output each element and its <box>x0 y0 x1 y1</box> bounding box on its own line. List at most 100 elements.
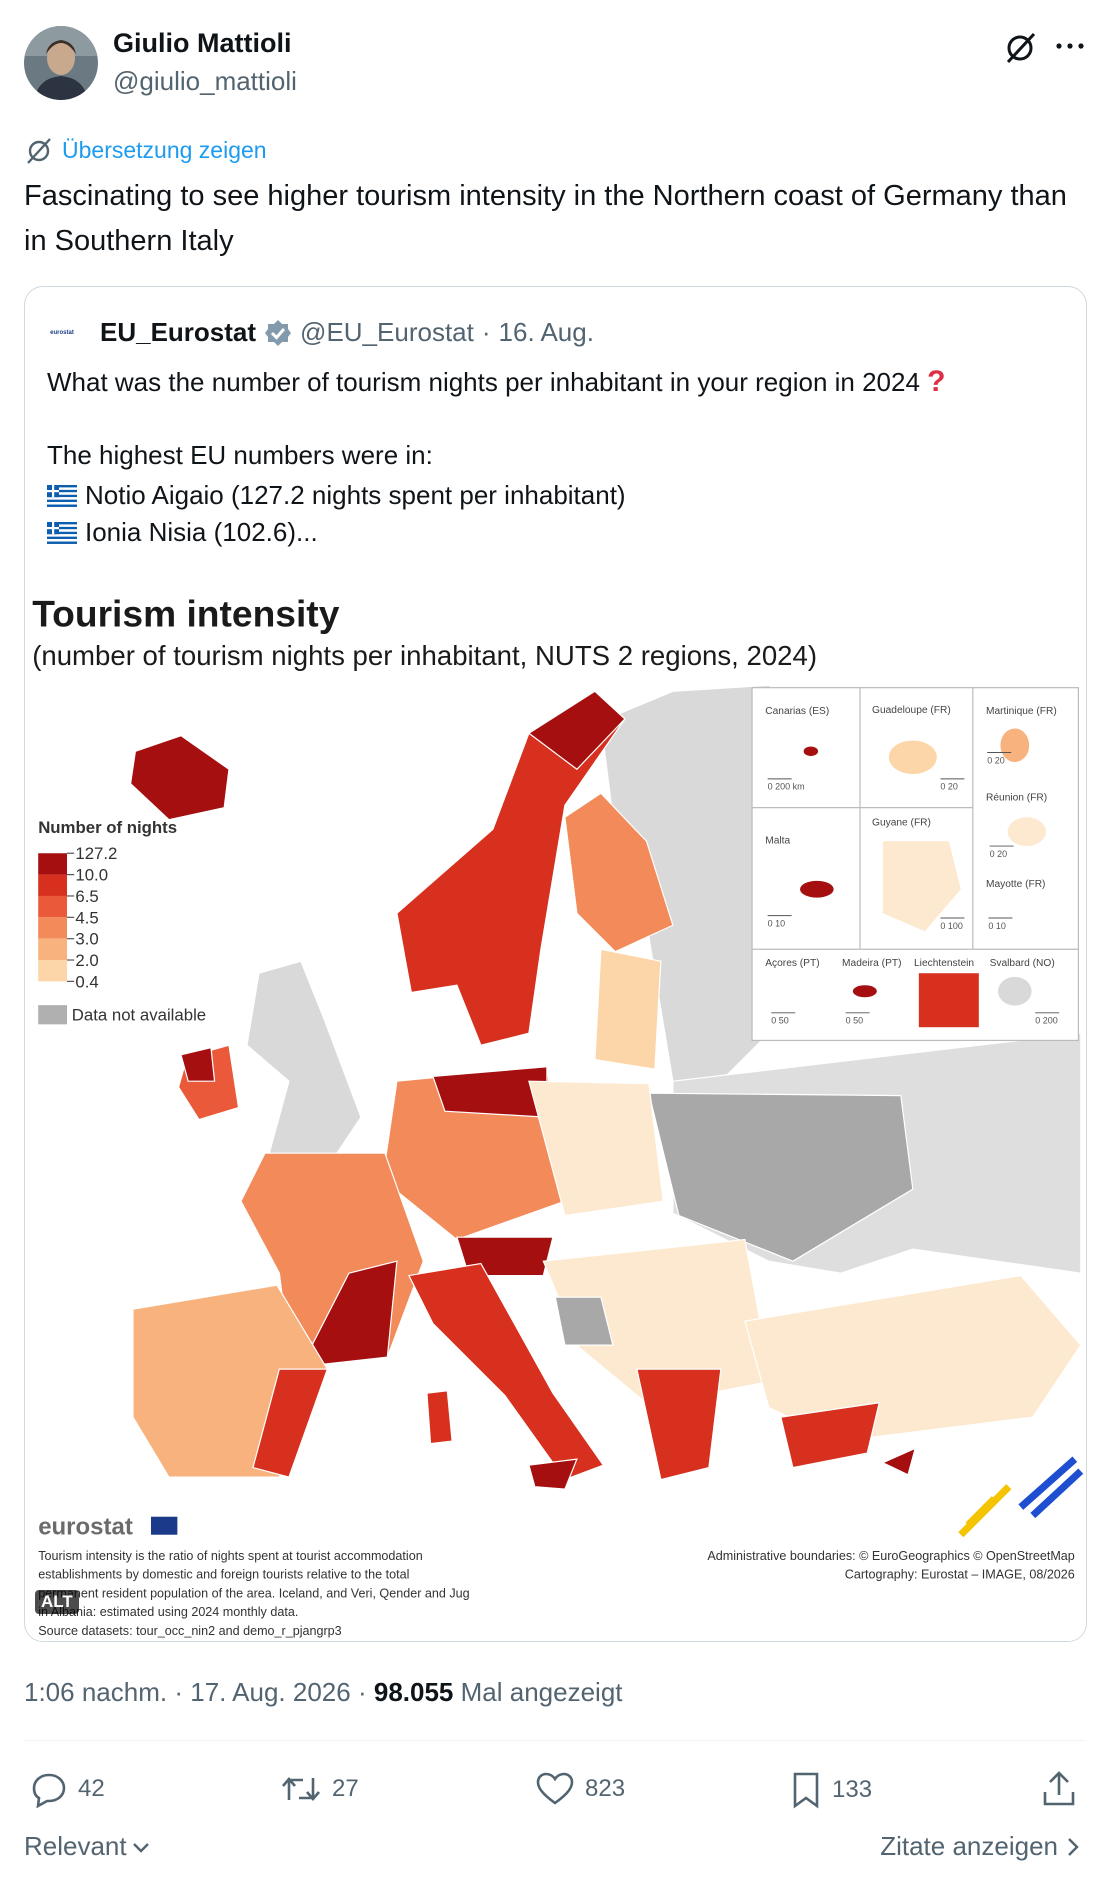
reply-count: 42 <box>78 1775 105 1802</box>
chevron-right <box>1068 1837 1079 1856</box>
quote-date: 16. Aug. <box>498 317 594 347</box>
alt-badge[interactable]: ALT <box>35 1590 79 1614</box>
footnote-line: Source datasets: tour_occ_nin2 and demo_… <box>38 1624 341 1638</box>
flag-stripe <box>47 538 77 542</box>
flag-stripe <box>47 504 77 507</box>
question-emoji: ? <box>927 365 946 398</box>
divider <box>24 1740 1085 1741</box>
inset-label: Açores (PT) <box>765 958 819 969</box>
legend-swatch <box>38 853 67 875</box>
inset-label: Madeira (PT) <box>842 958 901 969</box>
tweet-time[interactable]: 1:06 nachm. <box>24 1677 168 1707</box>
map-subtitle: (number of tourism nights per inhabitant… <box>32 640 817 671</box>
flag-stripe <box>47 531 77 534</box>
flag-stripe <box>47 523 77 527</box>
inset-scale: 0 10 <box>768 918 786 928</box>
repost-button[interactable]: 27 <box>280 1770 359 1808</box>
flag-stripe <box>47 501 77 505</box>
author-name[interactable]: Giulio Mattioli <box>113 28 292 58</box>
inset-scale: 0 100 <box>940 921 962 931</box>
quote-item: Ionia Nisia (102.6)... <box>47 514 626 551</box>
tweet-date[interactable]: 17. Aug. 2026 <box>190 1677 351 1707</box>
flag-stripe <box>47 484 77 487</box>
author-handle[interactable]: @giulio_mattioli <box>113 66 297 96</box>
quote-card[interactable]: eurostat EU_Eurostat @EU_Eurostat · 16. … <box>24 286 1087 1642</box>
flag-stripe <box>47 536 77 539</box>
translate-link[interactable]: Übersetzung zeigen <box>62 137 267 163</box>
eurostat-brand: eurostat <box>38 1514 133 1541</box>
legend-swatch <box>38 917 67 939</box>
flag-stripe <box>47 496 77 500</box>
quote-question-line: What was the number of tourism nights pe… <box>47 365 946 399</box>
map-title: Tourism intensity <box>32 592 339 634</box>
footnote-line: in Albania: estimated using 2024 monthly… <box>38 1605 298 1619</box>
flag-stripe <box>47 494 77 497</box>
inset-label: Liechtenstein <box>914 958 974 969</box>
image-logo <box>958 1456 1084 1538</box>
legend-label: 6.5 <box>75 887 98 906</box>
legend-swatch <box>38 960 67 982</box>
flag-stripe <box>47 528 77 532</box>
share-button[interactable] <box>1040 1770 1078 1808</box>
flag-stripe <box>47 486 77 490</box>
legend-label: 3.0 <box>75 930 98 949</box>
legend-swatch <box>38 938 67 961</box>
flag-stripe <box>47 499 77 502</box>
greek-flag <box>47 521 77 544</box>
flag-stripe <box>47 489 77 492</box>
quote-item: Notio Aigaio (127.2 nights spent per inh… <box>47 477 626 514</box>
insets-panel <box>751 687 1080 1042</box>
sort-selector[interactable]: Relevant <box>24 1831 151 1862</box>
quote-item-text: Notio Aigaio (127.2 nights spent per inh… <box>85 480 626 510</box>
map-shapes <box>129 684 1082 1490</box>
inset-label: Guyane (FR) <box>872 818 931 829</box>
flag-cross <box>47 489 59 492</box>
flag-stripe <box>47 491 77 495</box>
legend-title: Number of nights <box>38 818 177 837</box>
like-button[interactable]: 823 <box>535 1770 625 1808</box>
inset-scale: 0 20 <box>990 849 1007 859</box>
tweet-meta: 1:06 nachm. · 17. Aug. 2026 · 98.055 Mal… <box>24 1677 623 1708</box>
quotes-link[interactable]: Zitate anzeigen <box>880 1831 1080 1862</box>
map-image: Tourism intensity (number of tourism nig… <box>25 577 1086 1641</box>
chevron-down <box>132 1842 149 1853</box>
like-count: 823 <box>585 1775 626 1802</box>
bookmark-button[interactable]: 133 <box>790 1770 872 1810</box>
more-icon[interactable] <box>1054 34 1086 58</box>
repost-icon <box>282 1777 320 1801</box>
separator: · <box>481 317 491 347</box>
inset-label: Malta <box>765 836 790 847</box>
flag-stripe <box>47 541 77 544</box>
tweet-text: Fascinating to see higher tourism intens… <box>24 180 1067 257</box>
credit-line: Cartography: Eurostat – IMAGE, 08/2026 <box>845 1568 1075 1582</box>
quotes-label: Zitate anzeigen <box>880 1831 1058 1861</box>
quote-items: Notio Aigaio (127.2 nights spent per inh… <box>47 477 626 551</box>
view-label: Mal angezeigt <box>460 1677 623 1707</box>
inset-label: Mayotte (FR) <box>986 879 1045 890</box>
reply-button[interactable]: 42 <box>30 1770 105 1808</box>
verified-badge <box>265 319 292 346</box>
legend-swatch <box>38 895 67 918</box>
inset-scale: 0 50 <box>846 1016 863 1026</box>
view-count: 98.055 <box>373 1677 454 1707</box>
separator: · <box>174 1677 183 1707</box>
inset-scale: 0 50 <box>771 1016 789 1026</box>
translate-icon <box>27 138 51 164</box>
quote-author[interactable]: EU_Eurostat <box>100 317 257 347</box>
footnote-line: permanent resident population of the are… <box>38 1586 469 1600</box>
grok-icon[interactable] <box>1002 30 1038 66</box>
inset-scale: 0 200 <box>1035 1016 1057 1026</box>
inset-scale: 0 200 km <box>768 782 805 792</box>
bookmark-count: 133 <box>832 1776 873 1803</box>
footnote-line: Tourism intensity is the ratio of nights… <box>38 1549 423 1563</box>
legend-label: 127.2 <box>75 844 117 863</box>
inset-label: Réunion (FR) <box>986 792 1047 803</box>
bookmark-icon <box>793 1772 819 1809</box>
flag-cross <box>47 526 59 529</box>
quote-item-text: Ionia Nisia (102.6)... <box>85 517 318 547</box>
legend-na-label: Data not available <box>72 1006 206 1025</box>
legend-na-swatch <box>38 1005 67 1025</box>
legend-label: 10.0 <box>75 866 108 885</box>
avatar[interactable] <box>24 26 98 100</box>
